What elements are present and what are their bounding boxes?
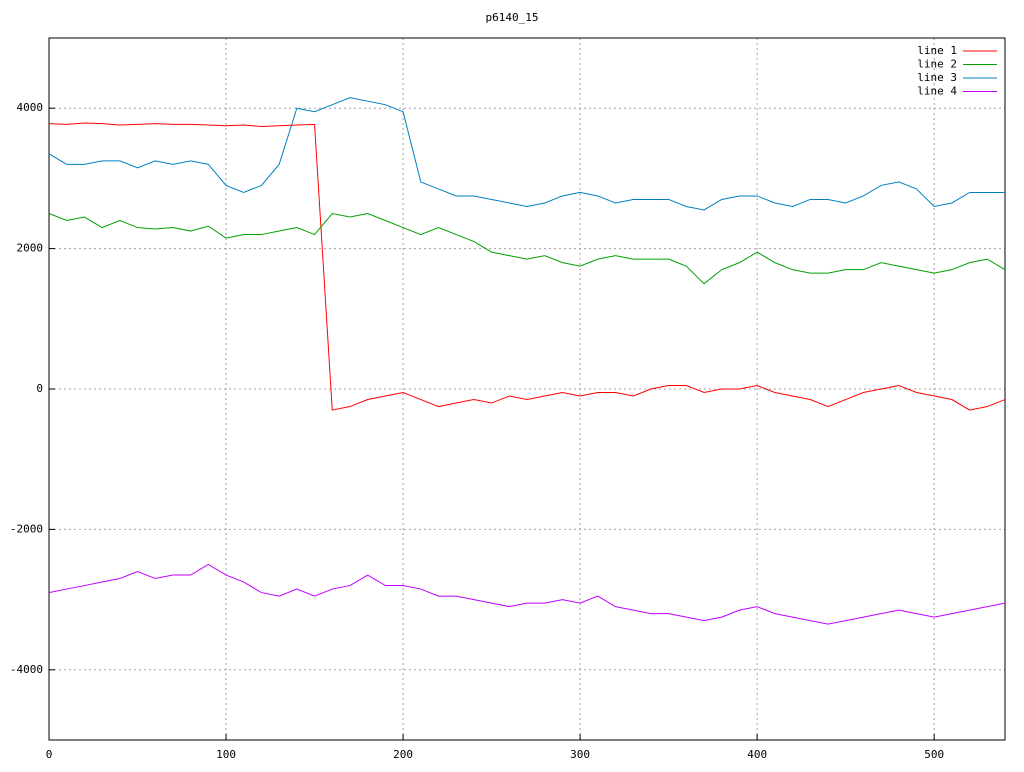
y-tick-label: 2000	[17, 242, 44, 255]
y-tick-label: 0	[36, 382, 43, 395]
series-line	[48, 97, 1005, 211]
x-tick-label: 200	[393, 748, 413, 761]
x-tick-label: 300	[570, 748, 590, 761]
y-tick-label: -2000	[10, 522, 43, 535]
legend-label: line 4	[917, 85, 957, 98]
y-tick-label: -4000	[10, 663, 43, 676]
series-line	[48, 563, 1006, 625]
chart-title: p6140_15	[486, 11, 539, 24]
legend-label: line 3	[917, 71, 957, 84]
plot-frame	[48, 37, 1006, 741]
x-tick-label: 400	[747, 748, 767, 761]
x-tick-label: 0	[46, 748, 53, 761]
x-tick-label: 500	[924, 748, 944, 761]
series-line	[48, 122, 1006, 411]
legend-label: line 1	[917, 44, 957, 57]
series-line	[48, 212, 1006, 285]
x-tick-label: 100	[216, 748, 236, 761]
y-tick-label: 4000	[17, 101, 44, 114]
legend-label: line 2	[917, 58, 957, 71]
